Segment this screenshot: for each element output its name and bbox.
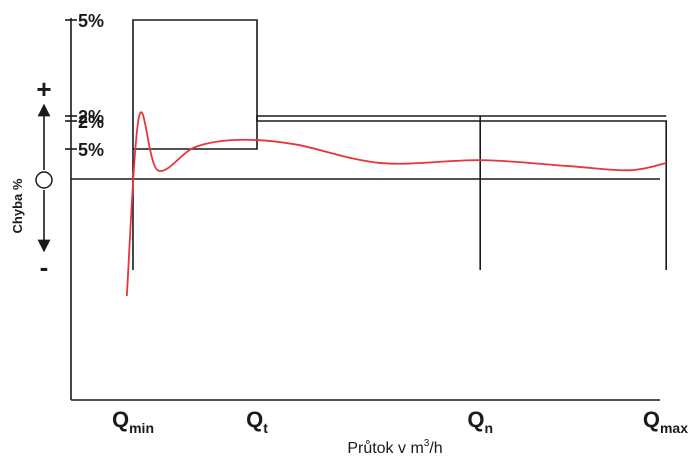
- x-axis-label-superscript: 3: [424, 438, 430, 449]
- x-tick-label: Qt: [246, 407, 268, 436]
- upper-error-limit: [132, 19, 668, 270]
- lower-error-limit: [133, 115, 667, 150]
- y-axis-indicator: + -: [35, 74, 53, 282]
- x-axis-label-suffix: /h: [429, 440, 442, 457]
- error-curve: [125, 111, 667, 297]
- x-axis-label: Průtok v m3/h: [347, 438, 442, 457]
- zero-circle-icon: [35, 171, 53, 189]
- y-tick-label: 2%: [78, 112, 104, 132]
- y-tick-label: 2%: [78, 107, 104, 127]
- x-tick-label: Qmin: [112, 407, 154, 436]
- axes: [70, 18, 660, 401]
- x-tick-label: Qn: [467, 407, 493, 436]
- y-tick-label: 5%: [78, 140, 104, 160]
- x-tick-label: Qmax: [643, 407, 688, 436]
- negative-sign: -: [40, 252, 49, 282]
- y-tick-labels: 5% 2%2% 5%: [78, 11, 104, 160]
- y-axis-label: Chyba %: [10, 178, 25, 233]
- error-limits: [132, 19, 668, 270]
- x-axis-label-prefix: Průtok v m: [347, 439, 423, 457]
- positive-sign: +: [36, 74, 51, 104]
- y-tick-marks: [65, 19, 77, 150]
- x-tick-labels: Qmin Qt Qn Qmax: [112, 407, 688, 436]
- y-tick-label: 5%: [78, 11, 104, 31]
